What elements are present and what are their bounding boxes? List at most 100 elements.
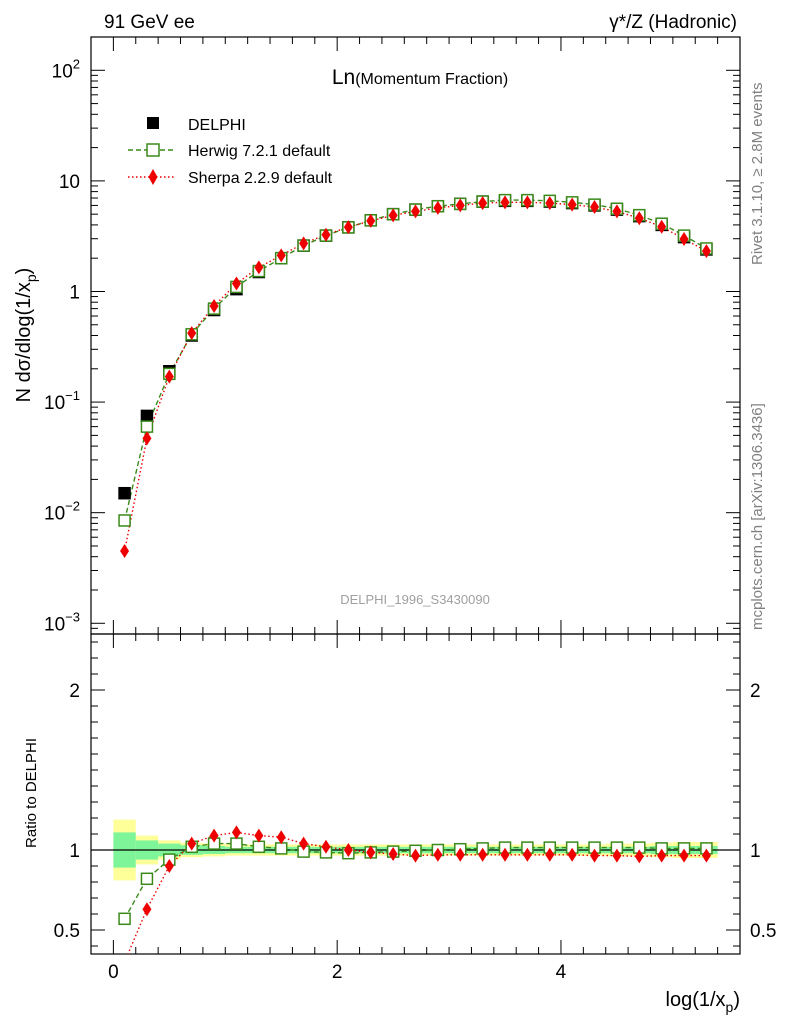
analysis-watermark: DELPHI_1996_S3430090 xyxy=(340,592,490,607)
sherpa-ratio-point xyxy=(343,843,353,857)
sherpa-ratio-point xyxy=(701,848,711,863)
sherpa-ratio-point xyxy=(478,847,488,862)
sherpa-line xyxy=(123,201,707,552)
legend-delphi-label: DELPHI xyxy=(188,117,246,134)
sherpa-ratio-point xyxy=(679,848,689,863)
x-axis-title: log(1/xp) xyxy=(666,989,741,1015)
sherpa-ratio-point xyxy=(522,847,532,862)
y-tick-label-0.01: 10−2 xyxy=(44,499,80,525)
sherpa-point xyxy=(299,236,309,251)
sherpa-point xyxy=(657,219,667,234)
x-tick-label-4: 4 xyxy=(556,962,567,983)
sherpa-point xyxy=(679,232,689,247)
herwig-ratio-point xyxy=(252,840,266,854)
sherpa-point xyxy=(142,431,152,446)
sherpa-ratio-point xyxy=(500,847,510,862)
ratio-y-tick-label-right-2: 2 xyxy=(750,681,761,702)
sherpa-ratio-point xyxy=(545,847,555,862)
sherpa-point xyxy=(545,196,555,211)
sherpa-point xyxy=(567,197,577,212)
sherpa-ratio-point xyxy=(231,825,241,840)
sherpa-point xyxy=(500,195,510,210)
legend-herwig-label: Herwig 7.2.1 default xyxy=(188,143,331,160)
x-tick-label-0: 0 xyxy=(108,962,119,983)
herwig-ratio-line xyxy=(123,842,707,920)
sherpa-ratio-point xyxy=(590,848,600,863)
ratio-series xyxy=(118,825,713,969)
sherpa-ratio-point xyxy=(634,849,644,864)
legend-herwig-marker xyxy=(146,143,160,157)
header-left: 91 GeV ee xyxy=(104,12,195,33)
y-tick-label-10: 10 xyxy=(59,172,80,193)
sherpa-point xyxy=(522,195,532,210)
ratio-y-tick-label-right-0.5: 0.5 xyxy=(750,921,776,942)
herwig-point xyxy=(140,420,154,433)
sherpa-ratio-point xyxy=(567,847,577,862)
y-tick-label-100: 102 xyxy=(52,56,80,82)
legend: DELPHI Herwig 7.2.1 default Sherpa 2.2.9… xyxy=(128,117,333,187)
sherpa-point xyxy=(612,204,622,219)
sherpa-point xyxy=(433,200,443,215)
sherpa-ratio-point xyxy=(254,828,264,843)
sherpa-ratio-point xyxy=(276,830,286,845)
herwig-ratio-point xyxy=(230,837,243,850)
sherpa-ratio-point xyxy=(455,847,465,862)
herwig-ratio-point xyxy=(140,872,154,886)
ratio-y-axis-title: Ratio to DELPHI xyxy=(23,738,40,848)
sherpa-point xyxy=(231,276,241,291)
main-y-axis-title: N dσ/dlog(1/xp) xyxy=(13,268,39,403)
sherpa-ratio-point xyxy=(142,902,152,917)
ratio-plot-frame xyxy=(90,633,741,955)
sherpa-point xyxy=(164,369,174,384)
header-right: γ*/Z (Hadronic) xyxy=(609,12,737,33)
ratio-y-tick-label-0.5: 0.5 xyxy=(54,921,80,942)
sherpa-ratio-point xyxy=(366,845,376,860)
sherpa-ratio-point xyxy=(299,836,309,851)
mcplots-label: mcplots.cern.ch [arXiv:1306.3436] xyxy=(749,403,766,630)
sherpa-point xyxy=(590,200,600,215)
sherpa-ratio-point xyxy=(321,839,331,854)
sherpa-point xyxy=(321,227,331,242)
ratio-y-tick-labels: 0.5 1 2 0.5 1 2 xyxy=(54,681,777,942)
sherpa-ratio-point xyxy=(612,848,622,863)
delphi-point xyxy=(140,409,154,423)
x-tick-label-2: 2 xyxy=(332,962,343,983)
header-right-rest: */Z (Hadronic) xyxy=(619,12,737,33)
ratio-axis-ticks xyxy=(91,634,740,954)
sherpa-point xyxy=(701,244,711,259)
herwig-line xyxy=(123,199,707,521)
plot-title: Ln(Momentum Fraction) xyxy=(332,66,508,89)
sherpa-ratio-point xyxy=(411,848,420,863)
legend-delphi-marker xyxy=(147,117,159,129)
delphi-point xyxy=(118,486,131,500)
sherpa-point xyxy=(366,213,376,228)
sherpa-ratio-point xyxy=(433,847,443,862)
ratio-y-tick-label-2: 2 xyxy=(69,681,80,702)
herwig-point xyxy=(118,514,131,527)
gamma-symbol: γ xyxy=(609,12,619,33)
rivet-label: Rivet 3.1.10, ≥ 2.8M events xyxy=(749,83,766,266)
ratio-y-tick-label-right-1: 1 xyxy=(750,841,761,862)
main-series xyxy=(118,193,713,559)
x-tick-labels: 0 2 4 xyxy=(108,962,567,983)
sherpa-point xyxy=(276,248,286,263)
sherpa-point xyxy=(254,260,264,275)
sherpa-ratio-point xyxy=(657,848,667,863)
main-y-tick-labels: 102 10 1 10−1 10−2 10−3 xyxy=(44,56,80,635)
sherpa-point xyxy=(455,198,465,213)
y-tick-label-1: 1 xyxy=(69,282,80,303)
sherpa-point xyxy=(187,326,197,341)
sherpa-ratio-point xyxy=(187,836,197,851)
legend-sherpa-label: Sherpa 2.2.9 default xyxy=(188,170,333,187)
herwig-ratio-point xyxy=(118,912,131,926)
sherpa-ratio-point xyxy=(120,955,129,969)
sherpa-ratio-point xyxy=(164,859,174,873)
sherpa-ratio-point xyxy=(209,828,219,843)
sherpa-point xyxy=(634,211,644,226)
ratio-y-tick-label-1: 1 xyxy=(69,841,80,862)
legend-sherpa-marker xyxy=(148,169,158,185)
sherpa-point xyxy=(343,220,353,235)
sherpa-ratio-point xyxy=(388,847,398,861)
main-axis-ticks xyxy=(91,36,740,635)
